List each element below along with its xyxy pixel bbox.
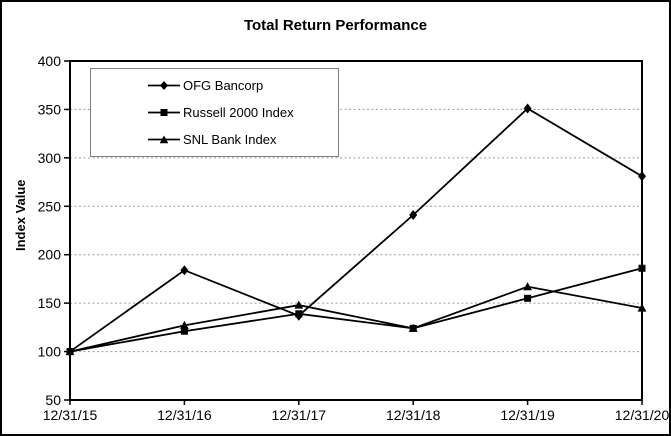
x-tick-label-12-31-15: 12/31/15 — [43, 407, 98, 423]
diamond-marker-icon — [148, 80, 180, 90]
triangle-marker-snl-bank-index — [637, 303, 647, 312]
series-line-snl-bank-index — [69, 285, 643, 353]
square-marker-icon — [148, 109, 180, 116]
series-line-russell-2000-index — [69, 267, 643, 353]
square-marker-russell-2000-index — [638, 264, 646, 272]
legend-item-snl-bank-index: SNL Bank Index — [148, 129, 338, 151]
triangle-marker-snl-bank-index — [180, 320, 189, 330]
legend-label-ofg-bancorp: OFG Bancorp — [183, 77, 264, 93]
x-tick-label-12-31-18: 12/31/18 — [386, 407, 441, 423]
series-line-ofg-bancorp — [69, 107, 643, 353]
legend-label-snl-bank-index: SNL Bank Index — [183, 132, 277, 148]
legend-label-russell-2000-index: Russell 2000 Index — [183, 105, 294, 120]
y-tick-label-250: 250 — [38, 198, 62, 214]
plot-border — [69, 60, 643, 401]
diamond-marker-ofg-bancorp — [409, 210, 418, 221]
triangle-marker-snl-bank-index — [294, 300, 304, 309]
y-tick-label-200: 200 — [38, 247, 62, 263]
y-tick-label-150: 150 — [38, 295, 62, 311]
y-tick-label-300: 300 — [38, 150, 62, 166]
legend-item-ofg-bancorp: OFG Bancorp — [148, 74, 338, 96]
square-marker-russell-2000-index — [180, 327, 188, 335]
diamond-marker-ofg-bancorp — [66, 346, 74, 357]
diamond-marker-ofg-bancorp — [294, 310, 303, 321]
triangle-marker-icon — [148, 135, 180, 144]
y-tick-label-350: 350 — [38, 101, 62, 117]
diamond-marker-ofg-bancorp — [638, 171, 646, 182]
y-tick-label-100: 100 — [38, 344, 62, 360]
x-tick-label-12-31-20: 12/31/20 — [615, 407, 670, 423]
diamond-marker-ofg-bancorp — [523, 103, 532, 114]
diamond-marker-ofg-bancorp — [180, 265, 189, 276]
triangle-marker-snl-bank-index — [523, 282, 532, 291]
square-marker-russell-2000-index — [409, 324, 417, 332]
y-tick-label-400: 400 — [38, 53, 62, 69]
legend: OFG Bancorp Russell 2000 Index SNL Bank … — [90, 68, 339, 157]
legend-item-russell-2000-index: Russell 2000 Index — [148, 102, 338, 124]
square-marker-russell-2000-index — [524, 294, 532, 302]
x-tick-label-12-31-19: 12/31/19 — [500, 407, 555, 423]
x-tick-label-12-31-17: 12/31/17 — [272, 407, 327, 423]
y-tick-label-50: 50 — [45, 392, 61, 408]
chart-title: Total Return Performance — [243, 17, 428, 34]
x-tick-label-12-31-16: 12/31/16 — [157, 407, 212, 423]
